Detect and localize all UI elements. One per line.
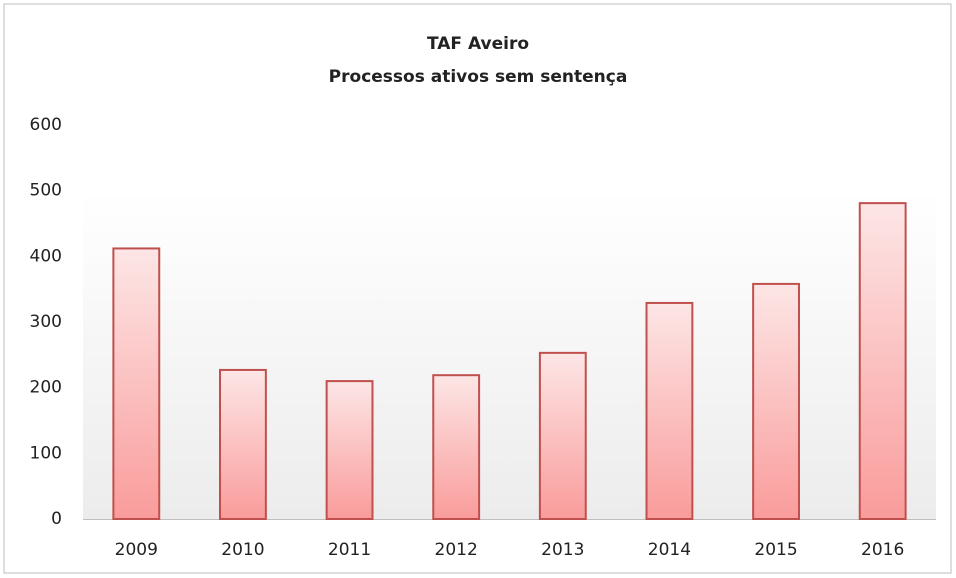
bar	[645, 301, 694, 520]
x-tick-label: 2013	[541, 540, 584, 560]
x-tick-label: 2011	[328, 540, 371, 560]
x-tick-label: 2014	[648, 540, 691, 560]
bar	[219, 368, 267, 521]
x-tick-label: 2015	[754, 540, 797, 560]
plot-background	[83, 190, 936, 519]
y-tick-label: 200	[30, 378, 62, 398]
y-tick-label: 0	[51, 509, 62, 529]
x-tick-label: 2012	[435, 540, 478, 560]
bar	[752, 282, 800, 520]
x-tick-label: 2009	[115, 540, 158, 560]
y-tick-label: 500	[30, 181, 62, 201]
x-tick-label: 2016	[861, 540, 904, 560]
bar	[432, 374, 481, 520]
x-tick-label: 2010	[221, 540, 264, 560]
bar	[325, 380, 374, 520]
y-tick-label: 600	[30, 115, 62, 135]
bar	[858, 202, 907, 520]
y-tick-label: 100	[30, 443, 62, 463]
bar	[112, 247, 161, 520]
chart-subtitle: Processos ativos sem sentença	[329, 67, 628, 87]
y-tick-label: 300	[30, 312, 62, 332]
y-tick-label: 400	[30, 246, 62, 266]
chart-title: TAF Aveiro	[427, 34, 529, 54]
bar	[538, 351, 587, 521]
